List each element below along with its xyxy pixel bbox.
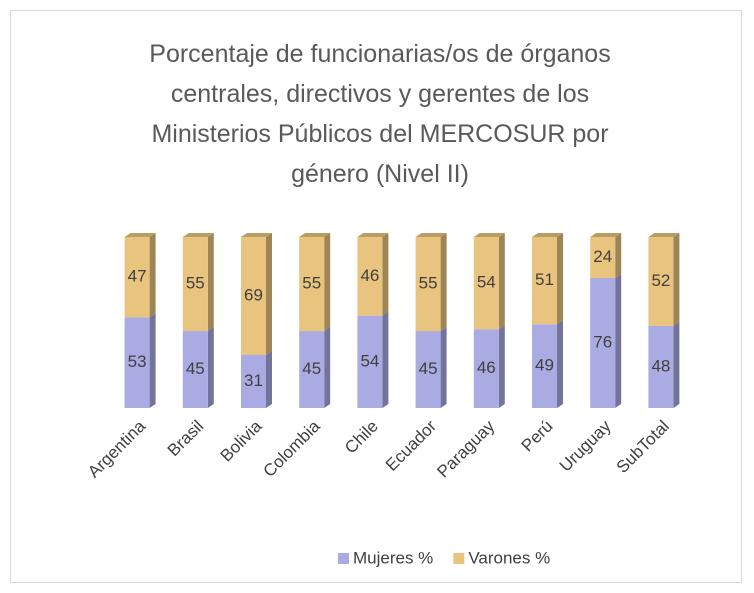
bar: [124, 237, 150, 318]
bar-top: [532, 233, 563, 237]
data-label: 45: [302, 359, 321, 378]
data-label: 53: [128, 352, 147, 371]
bar-side: [498, 233, 505, 330]
bar: [299, 331, 325, 408]
data-label: 48: [651, 356, 670, 375]
data-label: 52: [651, 271, 670, 290]
data-label: 69: [244, 285, 263, 304]
bar-side: [440, 327, 447, 408]
bar-top: [415, 233, 447, 237]
data-label: 55: [302, 274, 321, 293]
bar-side: [207, 327, 214, 408]
bar-side: [673, 321, 680, 408]
data-label: 54: [360, 351, 379, 370]
bar-top: [357, 233, 389, 237]
data-label: 54: [477, 273, 496, 292]
bar: [241, 354, 266, 408]
bar: [357, 237, 383, 316]
bar-side: [149, 313, 156, 408]
bar: [182, 237, 208, 332]
data-label: 55: [419, 274, 438, 293]
data-label: 24: [593, 247, 612, 266]
bar: [299, 237, 325, 332]
bar: [648, 237, 674, 326]
bar: [590, 237, 616, 279]
bar-side: [615, 233, 622, 279]
bar: [473, 237, 499, 330]
bar-side: [324, 233, 331, 332]
bar-side: [266, 350, 272, 408]
bar: [473, 329, 499, 408]
bar-top: [473, 233, 505, 237]
bar-side: [207, 233, 214, 332]
bar: [182, 331, 208, 408]
data-label: 55: [186, 274, 205, 293]
data-label: 46: [360, 266, 379, 285]
data-label: 76: [593, 333, 612, 352]
bar-top: [182, 233, 214, 237]
data-label: 47: [128, 267, 147, 286]
bar-side: [557, 320, 563, 408]
legend-label: Mujeres %: [353, 548, 433, 567]
bar: [241, 237, 266, 355]
bar: [648, 325, 674, 408]
bar: [590, 278, 616, 408]
bar-side: [498, 325, 505, 408]
chart-title: Porcentaje de funcionarias/os de órganos…: [149, 40, 611, 188]
legend-swatch: [453, 553, 465, 564]
bar-side: [382, 311, 389, 408]
bar: [415, 331, 441, 408]
bar: [532, 324, 557, 408]
bar-top: [124, 233, 156, 237]
bar: [415, 237, 441, 332]
data-label: 49: [535, 356, 554, 375]
bar-side: [440, 233, 447, 332]
bar-top: [299, 233, 331, 237]
data-label: 45: [419, 359, 438, 378]
legend-label: Varones %: [468, 548, 550, 567]
bar-side: [382, 233, 389, 316]
bar: [124, 317, 150, 408]
bar-side: [324, 327, 331, 408]
bar-side: [615, 274, 622, 408]
bar-side: [266, 233, 272, 355]
bar-top: [241, 233, 272, 237]
data-label: 45: [186, 359, 205, 378]
data-label: 51: [535, 270, 554, 289]
bar-top: [648, 233, 680, 237]
data-label: 46: [477, 358, 496, 377]
bar: [532, 237, 557, 325]
bar-side: [557, 233, 563, 325]
bar-top: [590, 233, 622, 237]
bar-side: [673, 233, 680, 326]
bar-side: [149, 233, 156, 318]
data-label: 31: [244, 371, 263, 390]
bar: [357, 315, 383, 408]
legend-swatch: [338, 553, 349, 564]
